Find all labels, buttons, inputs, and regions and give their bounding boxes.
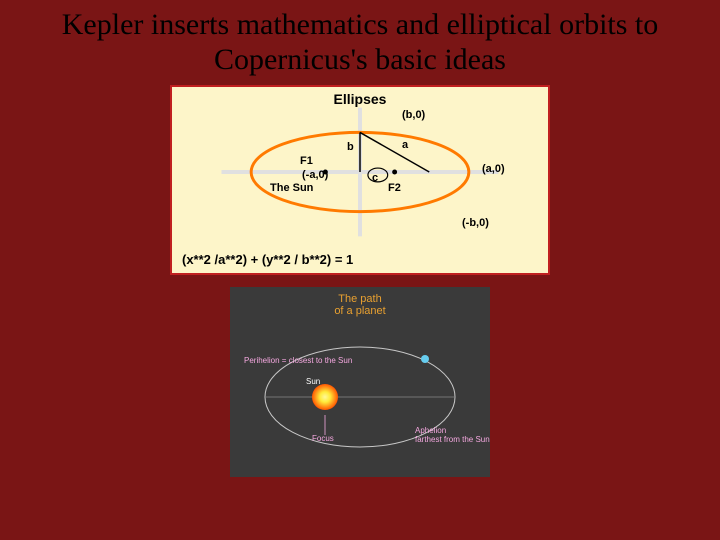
ellipse-title: Ellipses xyxy=(334,91,387,107)
orbit-label-aphelion: Aphelion farthest from the Sun xyxy=(415,427,490,445)
label-f2: F2 xyxy=(388,182,401,194)
label-b0-top: (b,0) xyxy=(402,109,425,121)
aphelion-l1: Aphelion xyxy=(415,426,446,435)
label-nega0: (-a,0) xyxy=(302,169,328,181)
label-c: c xyxy=(372,172,378,184)
orbit-label-focus: Focus xyxy=(312,435,334,444)
label-b: b xyxy=(347,141,354,153)
slide: Kepler inserts mathematics and elliptica… xyxy=(0,0,720,540)
aphelion-l2: farthest from the Sun xyxy=(415,435,490,444)
orbit-svg xyxy=(230,287,490,477)
orbit-label-perihelion: Perihelion = closest to the Sun xyxy=(244,357,364,366)
label-f1: F1 xyxy=(300,155,313,167)
slide-title: Kepler inserts mathematics and elliptica… xyxy=(0,0,720,81)
orbit-diagram: The path of a planet Sun Focus Perihelio… xyxy=(230,287,490,477)
ellipse-diagram: Ellipses (b,0) (a,0) (-b,0) F1 F2 c a b … xyxy=(170,85,550,275)
orbit-label-sun: Sun xyxy=(306,378,320,387)
label-sun: The Sun xyxy=(270,182,313,194)
ellipse-equation: (x**2 /a**2) + (y**2 / b**2) = 1 xyxy=(182,252,353,267)
label-negb0: (-b,0) xyxy=(462,217,489,229)
label-a: a xyxy=(402,139,408,151)
label-a0: (a,0) xyxy=(482,163,505,175)
